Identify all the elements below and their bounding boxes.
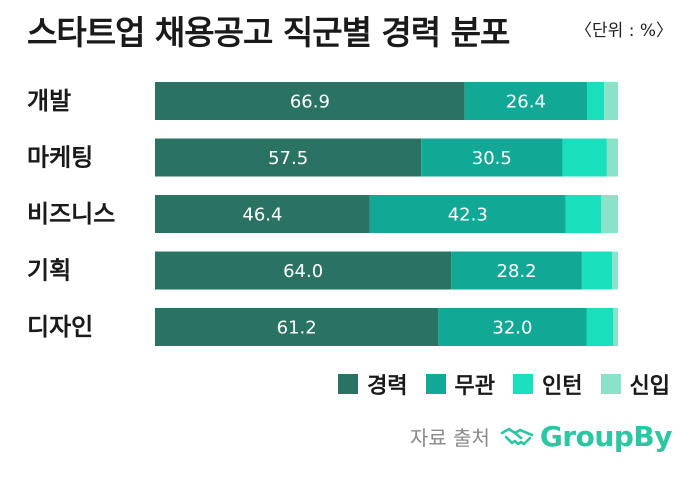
unit-label: 〈단위 : %〉 (575, 21, 673, 41)
chart-title: 스타트업 채용공고 직군별 경력 분포 (27, 13, 510, 52)
bar-segment-인턴 (586, 308, 614, 346)
source-label: 자료 출처 (409, 426, 490, 450)
bar-segment-무관 (464, 82, 587, 120)
category-label: 마케팅 (27, 144, 93, 172)
legend-label: 신입 (629, 374, 670, 399)
bar-segment-신입 (604, 82, 618, 120)
bar-segment-신입 (606, 138, 618, 177)
legend-item: 무관 (425, 368, 496, 400)
bar-segment-경력 (155, 82, 465, 120)
bar-segment-인턴 (565, 195, 602, 233)
legend-swatch (425, 374, 446, 394)
legend-label: 경력 (367, 374, 408, 399)
stacked-bar-chart: 개발 66.9 26.4 마케팅 57.5 30.5 비즈니스 46.4 42.3 기획 64.0 2… (27, 82, 618, 346)
legend-label: 인턴 (542, 374, 583, 399)
legend-item: 인턴 (513, 368, 583, 400)
bar-segment-경력 (155, 251, 452, 290)
chart-legend: 경력 무관 인턴 신입 (338, 368, 670, 400)
bar-segment-무관 (438, 308, 587, 346)
category-label: 기획 (27, 257, 71, 285)
bar-segment-인턴 (562, 138, 607, 177)
data-label: 57.5 (268, 148, 308, 169)
legend-item: 경력 (338, 368, 408, 400)
category-label: 디자인 (27, 313, 93, 341)
source-credit: 자료 출처 GroupBy (409, 420, 673, 453)
bar-segment-신입 (611, 251, 618, 290)
legend-label: 무관 (454, 374, 496, 399)
bar-segment-신입 (601, 195, 618, 233)
data-label: 26.4 (506, 92, 546, 113)
category-label: 개발 (27, 87, 71, 115)
bar-segment-인턴 (586, 82, 605, 120)
data-label: 28.2 (497, 261, 537, 282)
bar-segment-경력 (155, 195, 370, 233)
bar-segment-경력 (155, 308, 439, 346)
legend-swatch (513, 374, 534, 394)
bar-segment-무관 (369, 195, 566, 233)
data-label: 42.3 (448, 205, 488, 226)
data-label: 32.0 (492, 318, 532, 339)
bar-segment-무관 (451, 251, 582, 290)
category-label: 비즈니스 (27, 200, 115, 228)
data-label: 30.5 (472, 148, 512, 169)
legend-swatch (338, 374, 359, 394)
bar-segment-경력 (155, 138, 422, 177)
brand-name: GroupBy (539, 420, 673, 453)
data-label: 64.0 (283, 261, 323, 282)
data-label: 46.4 (242, 205, 282, 226)
bar-segment-신입 (613, 308, 618, 346)
legend-item: 신입 (600, 368, 670, 400)
data-label: 61.2 (277, 318, 317, 339)
handshake-icon (500, 427, 534, 445)
legend-swatch (600, 374, 621, 394)
bar-segment-인턴 (581, 251, 612, 290)
brand-logo: GroupBy (500, 420, 673, 453)
bar-segment-무관 (421, 138, 563, 177)
data-label: 66.9 (290, 92, 330, 113)
